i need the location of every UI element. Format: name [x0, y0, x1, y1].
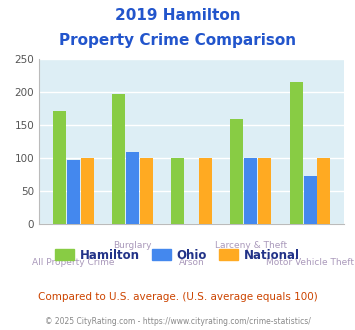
Bar: [317, 158, 331, 224]
Bar: [171, 158, 184, 224]
Text: 2019 Hamilton: 2019 Hamilton: [115, 8, 240, 23]
Text: Property Crime Comparison: Property Crime Comparison: [59, 33, 296, 48]
Text: Compared to U.S. average. (U.S. average equals 100): Compared to U.S. average. (U.S. average …: [38, 292, 317, 302]
Bar: [112, 94, 125, 224]
Bar: [244, 158, 257, 224]
Bar: [81, 158, 94, 224]
Text: Larceny & Theft: Larceny & Theft: [215, 241, 287, 250]
Bar: [126, 152, 139, 224]
Bar: [140, 158, 153, 224]
Bar: [199, 158, 212, 224]
Text: Arson: Arson: [179, 258, 204, 267]
Bar: [67, 160, 80, 224]
Bar: [258, 158, 271, 224]
Bar: [290, 82, 303, 224]
Text: Motor Vehicle Theft: Motor Vehicle Theft: [266, 258, 354, 267]
Bar: [53, 111, 66, 224]
Bar: [230, 119, 244, 224]
Legend: Hamilton, Ohio, National: Hamilton, Ohio, National: [51, 244, 304, 266]
Text: All Property Crime: All Property Crime: [32, 258, 115, 267]
Bar: [304, 176, 317, 224]
Text: © 2025 CityRating.com - https://www.cityrating.com/crime-statistics/: © 2025 CityRating.com - https://www.city…: [45, 317, 310, 326]
Text: Burglary: Burglary: [113, 241, 152, 250]
